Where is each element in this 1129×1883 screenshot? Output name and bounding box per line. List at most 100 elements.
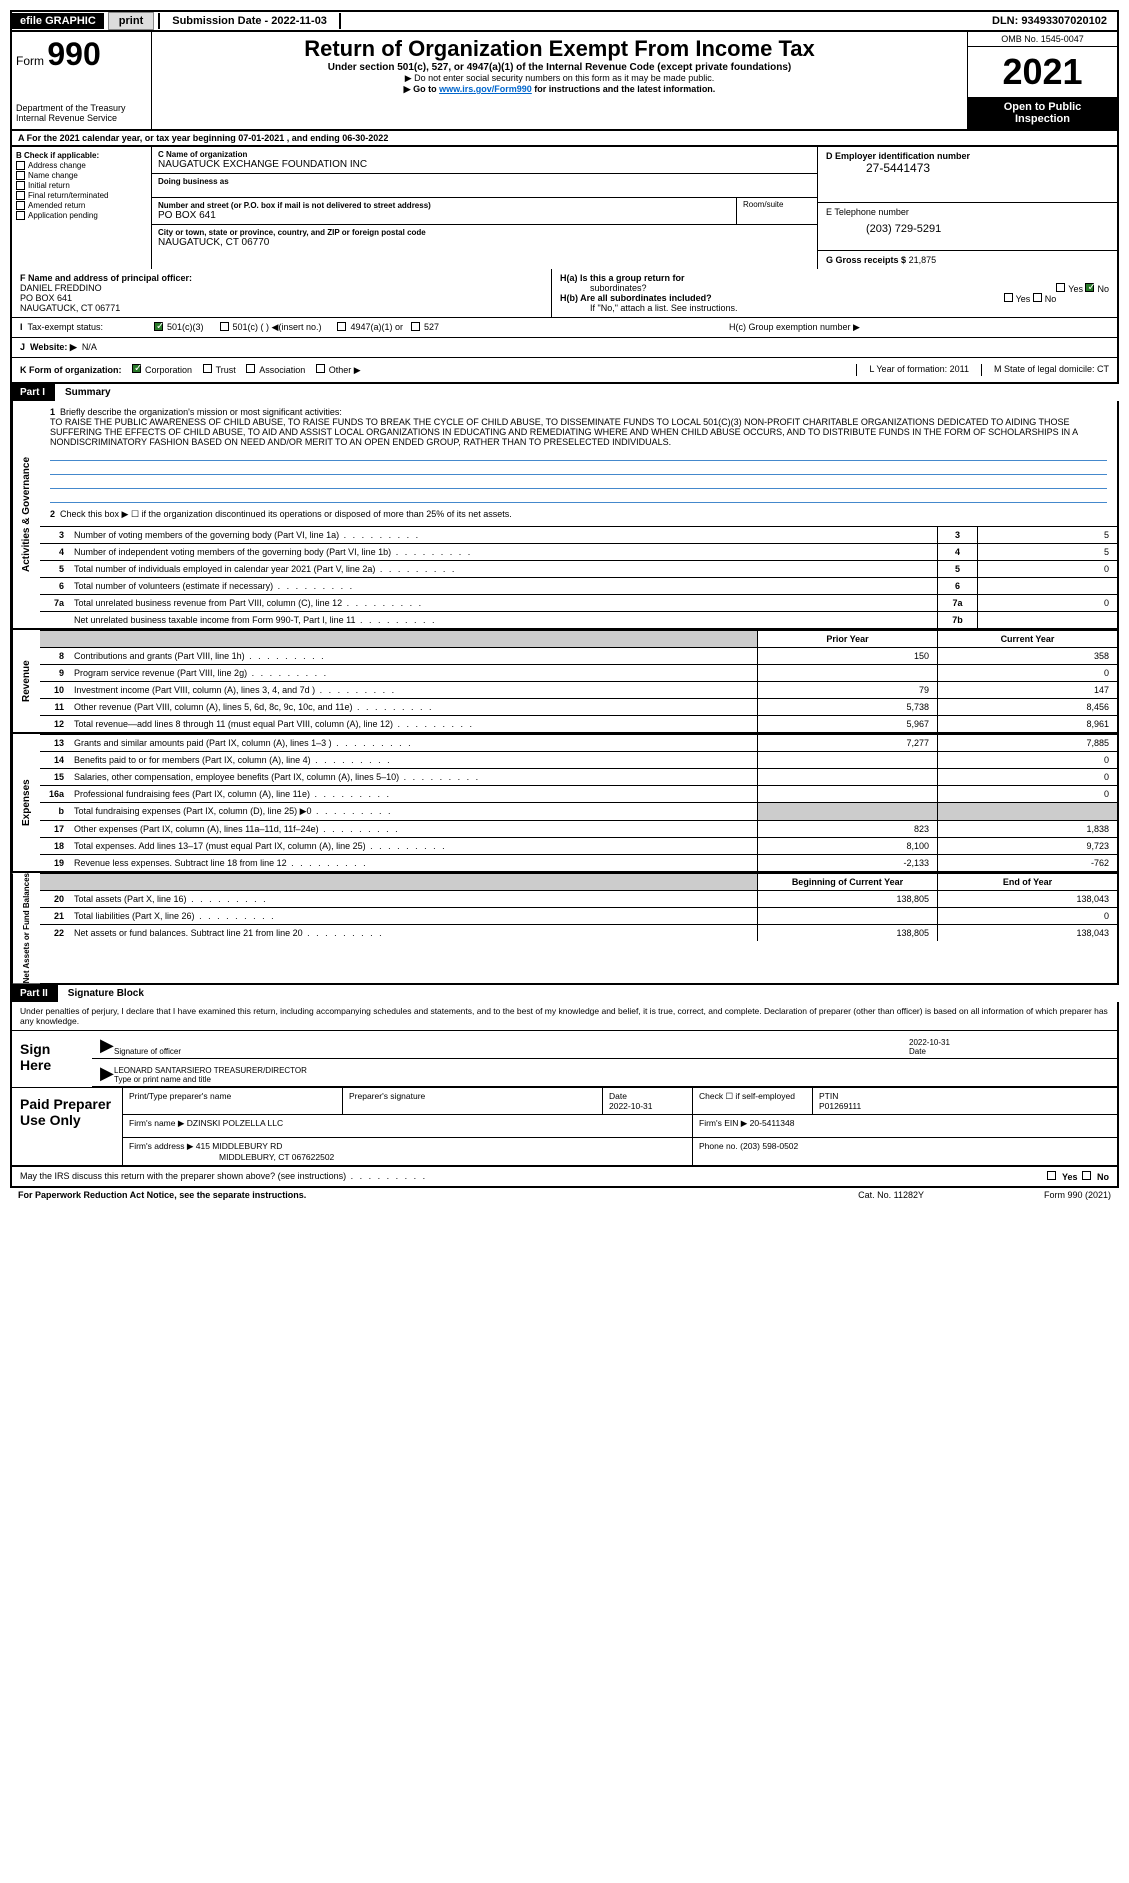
tax-year: 2021: [968, 47, 1117, 97]
trust-checkbox[interactable]: [203, 364, 212, 373]
prep-check: Check ☐ if self-employed: [692, 1088, 812, 1114]
officer-city: NAUGATUCK, CT 06771: [20, 303, 120, 313]
hb-no-checkbox[interactable]: [1033, 293, 1042, 302]
prep-name-label: Print/Type preparer's name: [122, 1088, 342, 1114]
fin-row: 12 Total revenue—add lines 8 through 11 …: [40, 715, 1117, 732]
checkbox-final[interactable]: [16, 191, 25, 200]
state-domicile: M State of legal domicile: CT: [982, 364, 1109, 376]
ptin-value: P01269111: [819, 1101, 861, 1111]
checkbox-name[interactable]: [16, 171, 25, 180]
sign-here-label: Sign Here: [12, 1031, 92, 1087]
side-expenses: Expenses: [12, 734, 40, 871]
firm-phone: (203) 598-0502: [740, 1141, 798, 1151]
hb-label: H(b) Are all subordinates included?: [560, 293, 712, 303]
4947-checkbox[interactable]: [337, 322, 346, 331]
section-b-label: B Check if applicable:: [16, 151, 99, 160]
part2-header: Part IISignature Block: [10, 985, 1119, 1002]
fin-row: 8 Contributions and grants (Part VIII, l…: [40, 647, 1117, 664]
prior-year-hdr: Prior Year: [757, 631, 937, 647]
mission-label: Briefly describe the organization's miss…: [60, 407, 342, 417]
firm-addr: 415 MIDDLEBURY RD: [196, 1141, 283, 1151]
form-org-row: K Form of organization: Corporation Trus…: [10, 358, 1119, 384]
fin-row: 10 Investment income (Part VIII, column …: [40, 681, 1117, 698]
gov-row: 7a Total unrelated business revenue from…: [40, 594, 1117, 611]
ha-no-checkbox[interactable]: [1085, 283, 1094, 292]
checkbox-pending[interactable]: [16, 211, 25, 220]
form-note2: ▶ Go to www.irs.gov/Form990 for instruct…: [156, 84, 963, 95]
efile-label: efile GRAPHIC: [12, 13, 104, 29]
discuss-no-checkbox[interactable]: [1082, 1171, 1091, 1180]
assoc-checkbox[interactable]: [246, 364, 255, 373]
omb-number: OMB No. 1545-0047: [968, 32, 1117, 47]
side-revenue: Revenue: [12, 630, 40, 732]
other-checkbox[interactable]: [316, 364, 325, 373]
arrow-icon: ▶: [100, 1035, 114, 1056]
q2-text: Check this box ▶ ☐ if the organization d…: [60, 509, 512, 519]
corp-checkbox[interactable]: [132, 364, 141, 373]
gov-row: 6 Total number of volunteers (estimate i…: [40, 577, 1117, 594]
irs-label: Internal Revenue Service: [16, 113, 147, 123]
org-city: NAUGATUCK, CT 06770: [158, 237, 811, 248]
topbar: efile GRAPHIC print Submission Date - 20…: [10, 10, 1119, 32]
org-info-grid: B Check if applicable: Address change Na…: [10, 147, 1119, 269]
city-label: City or town, state or province, country…: [158, 228, 811, 237]
mission-text: TO RAISE THE PUBLIC AWARENESS OF CHILD A…: [50, 417, 1078, 447]
dept-treasury: Department of the Treasury: [16, 103, 147, 113]
ha-label: H(a) Is this a group return for: [560, 273, 685, 283]
officer-name: DANIEL FREDDINO: [20, 283, 102, 293]
part1-header: Part ISummary: [10, 384, 1119, 401]
revenue-section: Revenue Prior Year Current Year 8 Contri…: [10, 630, 1119, 734]
year-formation: L Year of formation: 2011: [856, 364, 982, 376]
fin-row: 20 Total assets (Part X, line 16) 138,80…: [40, 890, 1117, 907]
tax-year-row: A For the 2021 calendar year, or tax yea…: [10, 131, 1119, 147]
officer-addr: PO BOX 641: [20, 293, 72, 303]
ha-yes-checkbox[interactable]: [1056, 283, 1065, 292]
checkbox-address[interactable]: [16, 161, 25, 170]
discuss-yes-checkbox[interactable]: [1047, 1171, 1056, 1180]
irs-link[interactable]: www.irs.gov/Form990: [439, 84, 532, 94]
netassets-section: Net Assets or Fund Balances Beginning of…: [10, 873, 1119, 985]
501c3-checkbox[interactable]: [154, 322, 163, 331]
fin-row: 14 Benefits paid to or for members (Part…: [40, 751, 1117, 768]
fin-row: b Total fundraising expenses (Part IX, c…: [40, 802, 1117, 820]
fin-row: 19 Revenue less expenses. Subtract line …: [40, 854, 1117, 871]
gov-row: Net unrelated business taxable income fr…: [40, 611, 1117, 628]
form-prefix: Form: [16, 54, 44, 68]
checkbox-amended[interactable]: [16, 201, 25, 210]
sig-intro: Under penalties of perjury, I declare th…: [12, 1002, 1117, 1031]
website-value: N/A: [82, 342, 97, 353]
fin-row: 15 Salaries, other compensation, employe…: [40, 768, 1117, 785]
dln: DLN: 93493307020102: [982, 13, 1117, 29]
prep-sig-label: Preparer's signature: [342, 1088, 602, 1114]
gross-label: G Gross receipts $: [826, 255, 906, 265]
gross-value: 21,875: [909, 255, 937, 265]
fin-row: 22 Net assets or fund balances. Subtract…: [40, 924, 1117, 941]
tax-status-row: I Tax-exempt status: 501(c)(3) 501(c) ( …: [10, 318, 1119, 338]
hb-yes-checkbox[interactable]: [1004, 293, 1013, 302]
527-checkbox[interactable]: [411, 322, 420, 331]
phone-label: E Telephone number: [826, 207, 909, 217]
end-year-hdr: End of Year: [937, 874, 1117, 890]
begin-year-hdr: Beginning of Current Year: [757, 874, 937, 890]
firm-city: MIDDLEBURY, CT 067622502: [129, 1152, 334, 1162]
hb-note: If "No," attach a list. See instructions…: [560, 303, 1109, 313]
print-button[interactable]: print: [108, 12, 154, 30]
checkbox-initial[interactable]: [16, 181, 25, 190]
cat-no: Cat. No. 11282Y: [858, 1190, 924, 1200]
officer-row: F Name and address of principal officer:…: [10, 269, 1119, 318]
arrow-icon: ▶: [100, 1063, 114, 1084]
org-name: NAUGATUCK EXCHANGE FOUNDATION INC: [158, 159, 811, 170]
501c-checkbox[interactable]: [220, 322, 229, 331]
paid-preparer-label: Paid Preparer Use Only: [12, 1088, 122, 1165]
side-governance: Activities & Governance: [12, 401, 40, 628]
form-title: Return of Organization Exempt From Incom…: [156, 36, 963, 62]
signature-block: Under penalties of perjury, I declare th…: [10, 1002, 1119, 1167]
form-number: 990: [47, 36, 100, 72]
addr-label: Number and street (or P.O. box if mail i…: [158, 201, 730, 210]
org-address: PO BOX 641: [158, 210, 730, 221]
expenses-section: Expenses 13 Grants and similar amounts p…: [10, 734, 1119, 873]
submission-date: Submission Date - 2022-11-03: [158, 13, 341, 29]
sig-name-value: LEONARD SANTARSIERO TREASURER/DIRECTOR: [114, 1066, 1109, 1075]
form-subtitle: Under section 501(c), 527, or 4947(a)(1)…: [156, 62, 963, 73]
fin-row: 17 Other expenses (Part IX, column (A), …: [40, 820, 1117, 837]
